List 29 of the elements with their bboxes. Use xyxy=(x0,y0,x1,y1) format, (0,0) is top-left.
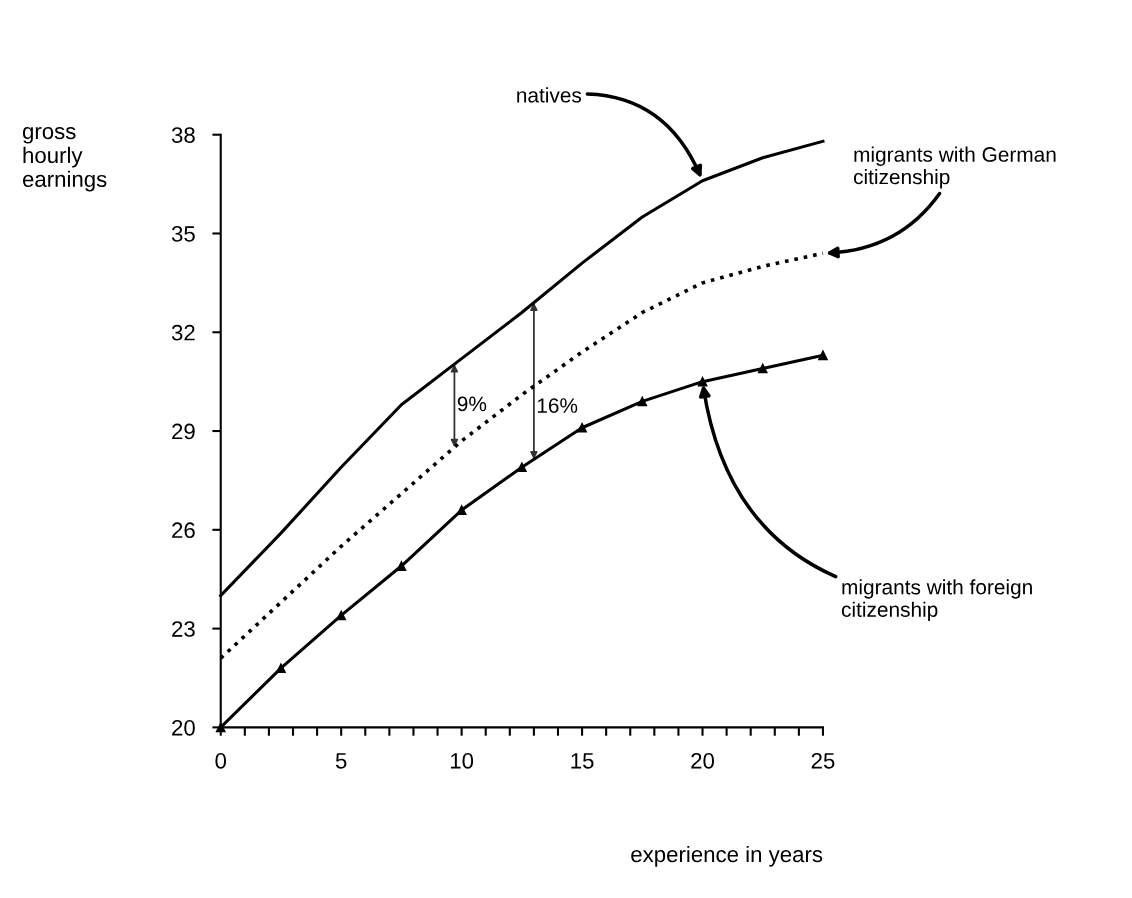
x-tick-label: 25 xyxy=(811,752,835,769)
x-tick-label: 10 xyxy=(450,752,474,769)
x-axis-title: experience in years xyxy=(631,845,823,867)
y-tick-label: 32 xyxy=(171,324,195,341)
y-tick-label: 23 xyxy=(172,621,195,637)
point xyxy=(456,505,467,515)
point xyxy=(818,350,828,361)
point xyxy=(396,561,407,571)
x-tick-label: 5 xyxy=(335,753,347,769)
x-tick-label: 0 xyxy=(215,752,227,769)
y-axis-title: gross hourly earnings xyxy=(22,126,107,192)
annotation: 16% xyxy=(537,398,578,413)
point xyxy=(336,610,347,621)
text: natives xyxy=(517,87,582,103)
y-tick-label: 35 xyxy=(171,226,195,242)
y-tick-label: 26 xyxy=(172,522,195,539)
y-tick-label: 29 xyxy=(172,423,195,440)
y-tick-label: 38 xyxy=(171,127,195,143)
x-tick-label: 15 xyxy=(571,753,594,769)
annotation: 9% xyxy=(457,396,487,412)
point xyxy=(276,663,286,673)
text: migrants with German citizenship xyxy=(853,146,1056,189)
point xyxy=(577,422,587,433)
x-tick-label: 20 xyxy=(691,752,715,769)
text: migrants with foreign citizenship xyxy=(841,579,1032,622)
y-tick-label: 20 xyxy=(172,719,195,736)
point xyxy=(757,363,768,374)
point xyxy=(637,396,648,407)
point xyxy=(697,376,708,387)
